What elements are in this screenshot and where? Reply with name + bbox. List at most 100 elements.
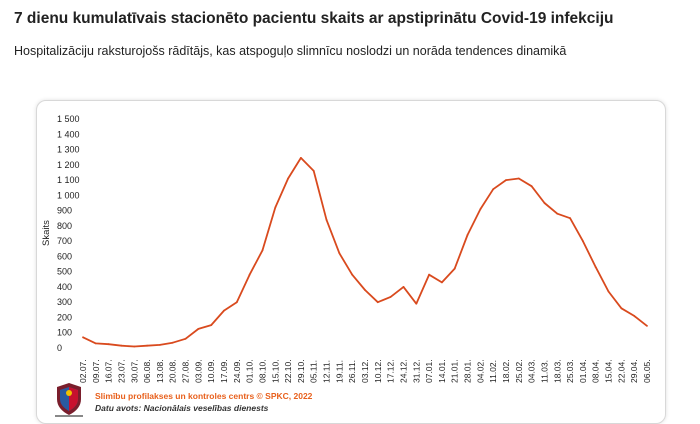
data-point: [107, 343, 110, 346]
data-point: [479, 208, 482, 210]
data-point: [197, 328, 200, 330]
data-point: [325, 218, 328, 221]
x-tick-label: 23.07.: [116, 359, 126, 383]
y-tick-label: 700: [57, 236, 72, 246]
data-point: [428, 273, 430, 276]
x-tick-label: 16.07.: [104, 359, 114, 383]
data-point: [505, 179, 507, 181]
data-point: [146, 344, 148, 347]
y-tick-label: 100: [57, 328, 72, 338]
x-tick-label: 02.07.: [78, 359, 88, 383]
x-tick-label: 29.04.: [629, 359, 639, 383]
x-tick-label: 10.12.: [373, 359, 383, 383]
x-tick-label: 07.01.: [424, 359, 434, 383]
data-point: [274, 206, 277, 209]
x-tick-label: 03.12.: [360, 359, 370, 383]
x-tick-label: 15.04.: [604, 359, 614, 383]
data-point: [543, 202, 546, 204]
data-point: [646, 325, 648, 327]
data-point: [248, 273, 251, 276]
data-point: [338, 252, 341, 255]
x-tick-label: 30.07.: [129, 359, 139, 383]
data-point: [210, 324, 213, 326]
y-tick-label: 1 500: [57, 114, 80, 124]
y-tick-label: 300: [57, 297, 72, 307]
data-point: [159, 344, 161, 346]
x-tick-label: 24.12.: [398, 359, 408, 383]
series-line: [82, 157, 648, 348]
x-tick-label: 26.11.: [347, 360, 357, 383]
y-tick-label: 800: [57, 221, 72, 231]
data-point: [364, 289, 366, 291]
data-point: [235, 301, 238, 304]
x-tick-label: 05.11.: [309, 360, 319, 383]
y-tick-label: 1 300: [57, 145, 80, 155]
x-tick-label: 18.02.: [501, 359, 511, 383]
data-point: [453, 267, 456, 270]
x-tick-label: 22.04.: [616, 359, 626, 383]
x-tick-label: 17.12.: [386, 359, 396, 383]
page-subtitle: Hospitalizāciju raksturojošs rādītājs, k…: [14, 44, 567, 58]
x-tick-label: 08.04.: [591, 359, 601, 383]
x-tick-label: 19.11.: [334, 360, 344, 383]
y-tick-label: 1 200: [57, 160, 80, 170]
x-tick-label: 27.08.: [181, 359, 191, 383]
data-point: [184, 337, 187, 340]
y-axis-label: Skaits: [41, 220, 52, 246]
y-tick-label: 600: [57, 251, 72, 261]
data-point: [633, 315, 636, 317]
data-point: [312, 170, 315, 172]
y-tick-label: 200: [57, 312, 72, 322]
latvia-coat-of-arms-icon: [55, 383, 83, 417]
data-point: [402, 286, 405, 288]
x-tick-label: 08.10.: [257, 359, 267, 383]
data-point: [351, 273, 354, 276]
x-tick-label: 22.10.: [283, 359, 293, 383]
data-point: [620, 307, 623, 310]
data-point: [300, 157, 302, 159]
x-tick-label: 17.09.: [219, 359, 229, 383]
x-tick-label: 13.08.: [155, 359, 165, 383]
x-tick-label: 11.03.: [539, 360, 549, 383]
x-tick-label: 20.08.: [168, 359, 178, 383]
page-title: 7 dienu kumulatīvais stacionēto pacientu…: [14, 10, 614, 27]
x-tick-label: 15.10.: [270, 359, 280, 383]
y-tick-label: 1 100: [57, 175, 80, 185]
credit-text: Slimību profilakses un kontroles centrs …: [95, 391, 313, 401]
data-point: [376, 301, 379, 304]
x-tick-label: 25.03.: [565, 359, 575, 383]
x-tick-label: 06.08.: [142, 359, 152, 383]
data-point: [94, 342, 97, 345]
x-tick-label: 01.04.: [578, 359, 588, 383]
y-tick-label: 1 400: [57, 129, 80, 139]
data-point: [120, 344, 123, 347]
x-tick-label: 31.12.: [411, 359, 421, 383]
data-point: [607, 290, 610, 293]
x-tick-label: 04.03.: [527, 359, 537, 383]
data-point: [594, 266, 597, 268]
x-tick-label: 12.11.: [322, 360, 332, 383]
data-point: [261, 249, 264, 252]
y-tick-label: 1 000: [57, 190, 80, 200]
data-point: [415, 302, 418, 305]
line-chart: 0 100 200 300 400 500 600 700 800 900 1 000 1 100 1 …: [41, 114, 652, 383]
x-tick-label: 29.10.: [296, 359, 306, 383]
x-tick-label: 06.05.: [642, 359, 652, 383]
data-point: [517, 177, 520, 180]
x-tick-label: 28.01.: [463, 359, 473, 383]
data-point: [530, 185, 533, 188]
x-tick-label: 04.02.: [475, 359, 485, 383]
x-tick-label: 24.09.: [232, 359, 242, 383]
x-tick-label: 25.02.: [514, 359, 524, 383]
data-point: [389, 296, 392, 298]
y-tick-label: 0: [57, 343, 62, 353]
data-point: [82, 336, 84, 339]
y-tick-label: 900: [57, 206, 72, 216]
x-tick-label: 11.02.: [488, 360, 498, 383]
x-tick-label: 14.01.: [437, 359, 447, 383]
data-point: [133, 345, 136, 348]
data-point: [287, 177, 289, 180]
x-tick-label: 03.09.: [193, 359, 203, 383]
x-tick-label: 21.01.: [450, 359, 460, 383]
y-tick-label: 400: [57, 282, 72, 292]
